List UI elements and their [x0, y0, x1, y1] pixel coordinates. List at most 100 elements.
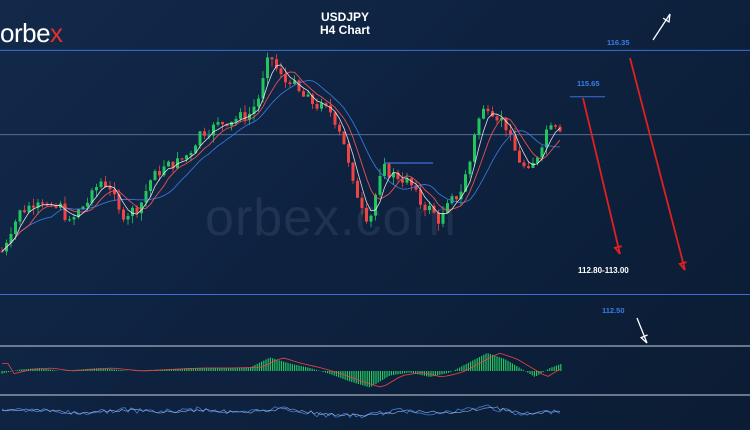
candle-body: [549, 125, 553, 130]
candle-body: [140, 202, 143, 214]
candle-body: [81, 206, 85, 210]
candle-body: [464, 174, 467, 192]
candle-body: [135, 207, 139, 214]
candle-body: [360, 197, 364, 209]
moving-average-mid: [1, 71, 561, 252]
candle-body: [374, 194, 377, 216]
candle-body: [270, 57, 274, 60]
arrow-down-white-head: [639, 334, 648, 344]
candle-body: [180, 158, 184, 160]
candle-body: [378, 175, 382, 195]
candle-body: [284, 74, 287, 83]
candle-body: [212, 124, 215, 136]
candle-body: [513, 135, 517, 151]
candle-body: [540, 147, 544, 158]
candle-body: [95, 187, 98, 191]
candle-body: [527, 166, 530, 168]
candle-body: [207, 135, 211, 137]
candle-body: [324, 103, 328, 106]
brand-logo: orbex: [0, 18, 63, 48]
candle-body: [545, 129, 548, 148]
candle-body: [243, 112, 247, 120]
candle-body: [315, 103, 319, 109]
candle-body: [365, 208, 368, 222]
candle-body: [288, 82, 292, 84]
candle-body: [162, 166, 166, 176]
candle-body: [495, 116, 499, 121]
candle-body: [41, 202, 44, 204]
candle-body: [432, 205, 436, 213]
candle-body: [225, 124, 229, 126]
candle-body: [531, 162, 535, 168]
candle-body: [266, 57, 269, 79]
chart-subtitle: H4 Chart: [319, 23, 370, 37]
candle-body: [203, 131, 206, 136]
candle-body: [554, 125, 557, 127]
candle-body: [306, 94, 310, 97]
candle-body: [153, 171, 157, 181]
candle-body: [500, 117, 503, 121]
candle-body: [536, 157, 539, 163]
candle-body: [36, 202, 40, 208]
candle-body: [369, 215, 373, 222]
candle-body: [198, 131, 202, 146]
candle-body: [311, 94, 314, 104]
candle-body: [158, 171, 161, 176]
candle-body: [216, 122, 220, 125]
candle-body: [518, 150, 521, 163]
candle-body: [261, 78, 265, 99]
candle-body: [320, 103, 323, 109]
oscillator-line-2: [1, 406, 561, 417]
candle-body: [387, 163, 391, 178]
candle-body: [419, 189, 422, 205]
candle-body: [221, 122, 224, 125]
arrow-down-red-2: [629, 57, 686, 271]
candle-body: [279, 68, 283, 75]
candle-body: [504, 117, 508, 131]
candle-body: [171, 161, 175, 169]
candle-body: [189, 152, 193, 156]
candle-body: [441, 212, 445, 224]
candle-body: [185, 155, 188, 160]
candle-body: [72, 217, 76, 220]
arrow-up-white-head: [662, 13, 671, 24]
candle-body: [437, 212, 440, 224]
arrow-down-red-2-head: [678, 261, 687, 271]
candle-body: [414, 185, 418, 190]
candle-body: [113, 189, 116, 195]
candle-body: [252, 106, 256, 114]
candle-body: [405, 178, 409, 183]
candle-body: [68, 219, 71, 221]
candle-body: [104, 181, 107, 187]
candle-body: [446, 203, 449, 213]
candle-body: [342, 131, 346, 145]
level-label-116-35: 116.35: [607, 38, 630, 47]
candle-body: [32, 205, 35, 208]
chart-title-block: USDJPY H4 Chart: [0, 11, 690, 37]
candle-body: [194, 145, 197, 153]
candle-body: [117, 194, 121, 210]
candle-body: [473, 134, 476, 162]
candle-body: [558, 126, 562, 132]
candle-body: [383, 163, 386, 176]
candle-body: [423, 204, 427, 211]
candle-body: [522, 162, 526, 167]
candle-body: [297, 80, 301, 92]
candle-body: [144, 190, 148, 203]
candle-body: [167, 161, 170, 167]
candle-body: [0, 251, 4, 253]
candle-body: [257, 98, 260, 107]
candle-body: [302, 91, 305, 97]
candle-body: [63, 203, 67, 221]
candle-body: [486, 108, 490, 112]
candle-body: [356, 180, 359, 198]
candle-body: [482, 108, 485, 119]
candle-body: [347, 144, 350, 163]
candle-body: [351, 162, 355, 181]
moving-average-fast: [1, 64, 561, 252]
candle-body: [239, 112, 242, 119]
arrow-down-red-1: [582, 97, 621, 255]
candle-body: [248, 113, 251, 120]
candle-body: [27, 205, 31, 213]
